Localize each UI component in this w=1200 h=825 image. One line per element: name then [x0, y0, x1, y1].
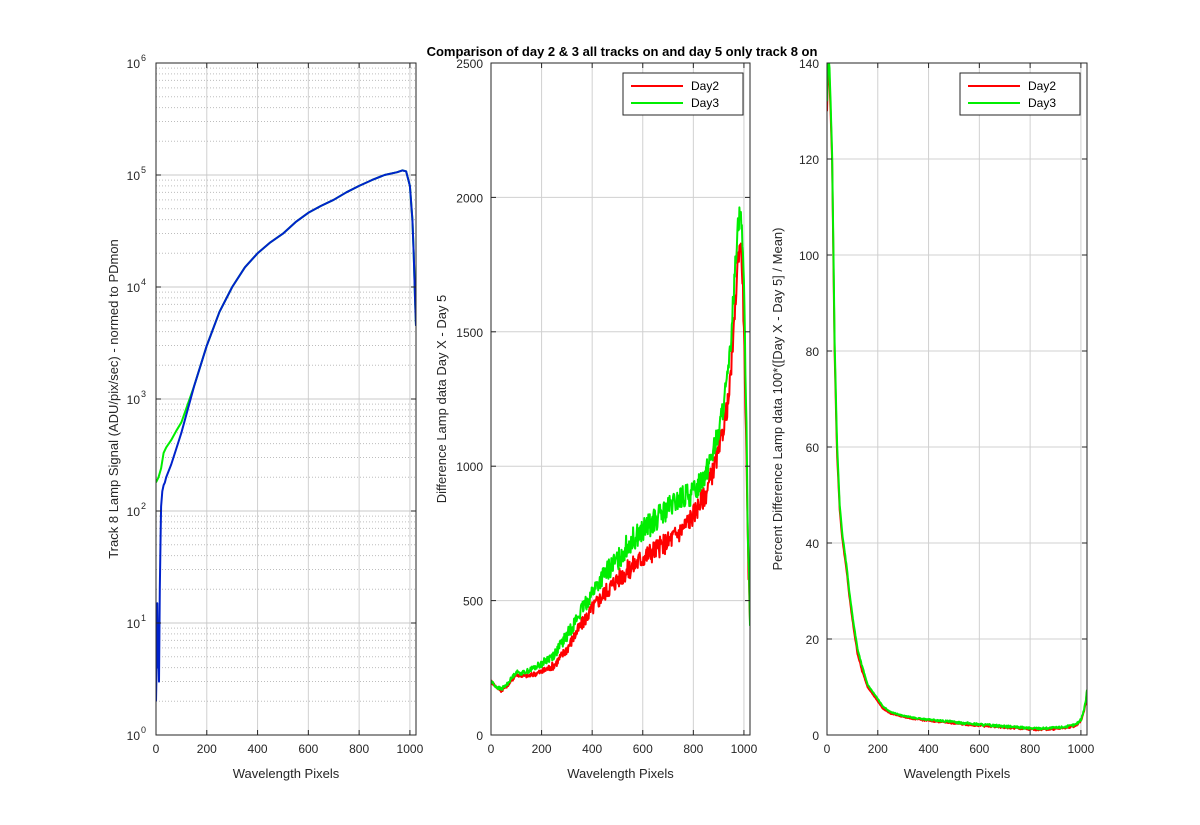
- x-tick-label: 800: [683, 742, 703, 756]
- series-group: [827, 63, 1087, 732]
- x-tick-label: 1000: [1068, 742, 1095, 756]
- x-tick-label: 800: [1020, 742, 1040, 756]
- y-tick-exponent: 2: [141, 501, 146, 511]
- y-axis-label: Difference Lamp data Day X - Day 5: [434, 295, 449, 504]
- x-tick-label: 200: [532, 742, 552, 756]
- y-tick-label: 120: [799, 153, 819, 167]
- legend-label-day2: Day2: [1028, 79, 1056, 93]
- axes-box: [490, 62, 751, 736]
- x-tick-label: 400: [248, 742, 268, 756]
- y-tick-label: 10: [127, 729, 141, 743]
- x-tick-label: 600: [969, 742, 989, 756]
- x-axis-label: Wavelength Pixels: [233, 766, 340, 781]
- x-tick-label: 0: [488, 742, 495, 756]
- y-tick-label: 1000: [456, 460, 483, 474]
- y-tick-exponent: 1: [141, 613, 146, 623]
- y-tick-label: 10: [127, 169, 141, 183]
- figure-title: Comparison of day 2 & 3 all tracks on an…: [427, 44, 818, 59]
- x-tick-label: 1000: [397, 742, 424, 756]
- series-line-day3: [827, 63, 1087, 731]
- y-tick-label: 140: [799, 57, 819, 71]
- y-tick-label: 500: [463, 595, 483, 609]
- legend-label-day3: Day3: [691, 96, 719, 110]
- legend-box: [959, 72, 1081, 116]
- y-tick-exponent: 5: [141, 165, 146, 175]
- series-line-green: [156, 169, 416, 483]
- y-tick-label: 80: [806, 345, 820, 359]
- y-tick-exponent: 3: [141, 389, 146, 399]
- axes-box: [826, 62, 1088, 736]
- legend-box: [622, 72, 744, 116]
- x-tick-label: 1000: [731, 742, 758, 756]
- series-line-blue: [156, 169, 416, 702]
- y-tick-exponent: 4: [141, 277, 146, 287]
- x-tick-label: 600: [298, 742, 318, 756]
- y-tick-label: 60: [806, 441, 820, 455]
- series-line-day2: [491, 242, 750, 693]
- legend: Day2 Day3: [622, 72, 744, 116]
- plot-3: 0 200 400 600 800 1000 0 20 40 60 80 100 120 140 Wavel…: [770, 57, 1095, 781]
- y-tick-exponent: 6: [141, 53, 146, 63]
- y-tick-label: 20: [806, 633, 820, 647]
- series-line-day3: [491, 206, 750, 691]
- x-tick-label: 200: [197, 742, 217, 756]
- plot-2: 0 200 400 600 800 1000 0 500 1000 1500 2000 2500 Wav…: [434, 57, 758, 781]
- y-tick-label: 0: [812, 729, 819, 743]
- x-tick-label: 0: [153, 742, 160, 756]
- y-tick-label: 100: [799, 249, 819, 263]
- legend-label-day2: Day2: [691, 79, 719, 93]
- y-axis-label: Percent Difference Lamp data 100*([Day X…: [770, 228, 785, 571]
- x-tick-label: 600: [633, 742, 653, 756]
- y-tick-label: 2000: [456, 191, 483, 205]
- y-tick-label: 1500: [456, 326, 483, 340]
- grid: [491, 63, 750, 735]
- y-tick-exponent: 0: [141, 725, 146, 735]
- x-axis-label: Wavelength Pixels: [904, 766, 1011, 781]
- y-axis-label: Track 8 Lamp Signal (ADU/pix/sec) - norm…: [106, 239, 121, 559]
- series-group: [156, 169, 416, 702]
- y-tick-label: 40: [806, 537, 820, 551]
- grid: [156, 63, 416, 735]
- x-tick-label: 400: [582, 742, 602, 756]
- y-tick-label: 0: [476, 729, 483, 743]
- y-tick-label: 10: [127, 281, 141, 295]
- legend-label-day3: Day3: [1028, 96, 1056, 110]
- x-tick-label: 200: [868, 742, 888, 756]
- y-tick-label: 10: [127, 505, 141, 519]
- x-tick-label: 0: [824, 742, 831, 756]
- grid: [827, 63, 1087, 735]
- series-group: [491, 206, 750, 693]
- x-axis-label: Wavelength Pixels: [567, 766, 674, 781]
- x-tick-label: 400: [919, 742, 939, 756]
- y-tick-label: 10: [127, 393, 141, 407]
- x-tick-label: 800: [349, 742, 369, 756]
- y-tick-label: 2500: [456, 57, 483, 71]
- series-line-day2: [827, 64, 1087, 732]
- y-tick-label: 10: [127, 57, 141, 71]
- legend: Day2 Day3: [959, 72, 1081, 116]
- y-tick-label: 10: [127, 617, 141, 631]
